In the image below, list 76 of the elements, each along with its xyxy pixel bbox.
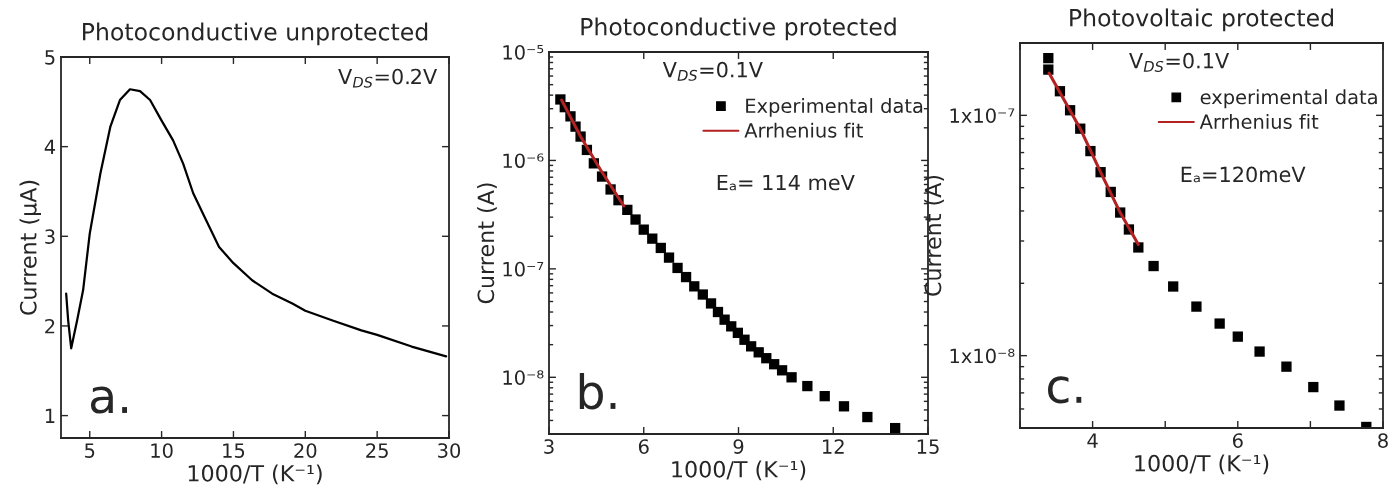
x-tick-label: 20 [294,443,317,458]
legend-label: Experimental data [746,98,923,117]
annotation: V$_{DS}$=0.1V [1129,52,1230,72]
x-tick-label: 3 [544,439,554,454]
annotation: V$_{DS}$=0.2V [338,68,438,88]
point [1191,301,1202,312]
point [1232,331,1243,342]
x-tick-label: 8 [1378,433,1388,448]
point [672,262,683,274]
point [1043,64,1054,75]
x-tick-label: 25 [366,443,388,458]
point [638,224,649,235]
x-axis-title: 1000/T (K⁻¹) [188,464,322,485]
point [689,281,700,292]
legend-label: Arrhenius fit [744,122,863,138]
annotation: b. [579,373,616,410]
chart-title: Photoconductive protected [581,17,896,41]
legend-label: Arrhenius fit [1199,113,1319,130]
y-axis-title: Current (µA) [19,180,41,315]
chart-title: Photoconductive unprotected [83,22,428,46]
annotation: V$_{DS}$=0.1V [662,61,763,81]
annotation: a. [90,386,128,414]
point [1308,381,1319,393]
point [786,372,797,383]
x-axis-title: 1000/T (K⁻¹) [1135,454,1269,475]
y-tick-label: 5 [45,50,55,65]
x-tick-label: 6 [1232,433,1243,448]
point [705,298,717,309]
x-tick-label: 6 [638,439,649,454]
x-tick-label: 30 [438,443,461,458]
point [1133,242,1144,253]
chart-title: Photovoltaic protected [1070,8,1333,32]
y-axis-title: Current (A) [477,183,497,304]
y-tick-label: 1x10⁻⁸ [950,348,1015,364]
x-tick-label: 4 [1087,433,1098,448]
x-tick-label: 15 [223,443,245,458]
x-tick-label: 12 [823,439,844,454]
y-tick-label: 10⁻⁶ [503,153,544,169]
point [1148,260,1159,272]
y-tick-label: 10⁻⁸ [503,370,544,385]
point [663,252,675,263]
x-tick-label: 10 [151,443,173,458]
point [1168,281,1179,292]
y-tick-label: 3 [45,229,55,244]
x-tick-label: 5 [85,443,95,458]
y-axis-title: Current (A) [924,175,944,296]
y-tick-label: 1x10⁻⁷ [950,108,1015,124]
y-tick-label: 10⁻⁵ [503,44,544,60]
point [890,422,901,434]
point [655,242,666,254]
x-tick-label: 15 [917,439,939,454]
point [802,380,813,392]
point [1334,400,1345,411]
line-series [65,88,448,358]
x-axis-title: 1000/T (K⁻¹) [672,460,806,481]
point [819,391,830,402]
y-tick-label: 10⁻⁷ [503,261,544,277]
y-tick-label: 1 [45,408,55,423]
point [1043,52,1054,64]
legend-label: experimental data [1200,89,1377,109]
annotation: Eₐ= 114 meV [717,174,855,191]
point [776,365,788,376]
annotation: c. [1048,376,1082,404]
point [697,289,708,300]
point [1254,346,1265,357]
point [1214,318,1225,329]
y-tick-label: 4 [44,139,56,155]
point [838,401,850,412]
point [862,411,873,423]
point [630,214,641,225]
x-tick-label: 9 [733,439,744,454]
point [680,271,692,283]
point [1281,361,1292,372]
y-tick-label: 2 [45,318,55,334]
point [647,233,658,244]
annotation: Eₐ=120meV [1181,166,1306,183]
